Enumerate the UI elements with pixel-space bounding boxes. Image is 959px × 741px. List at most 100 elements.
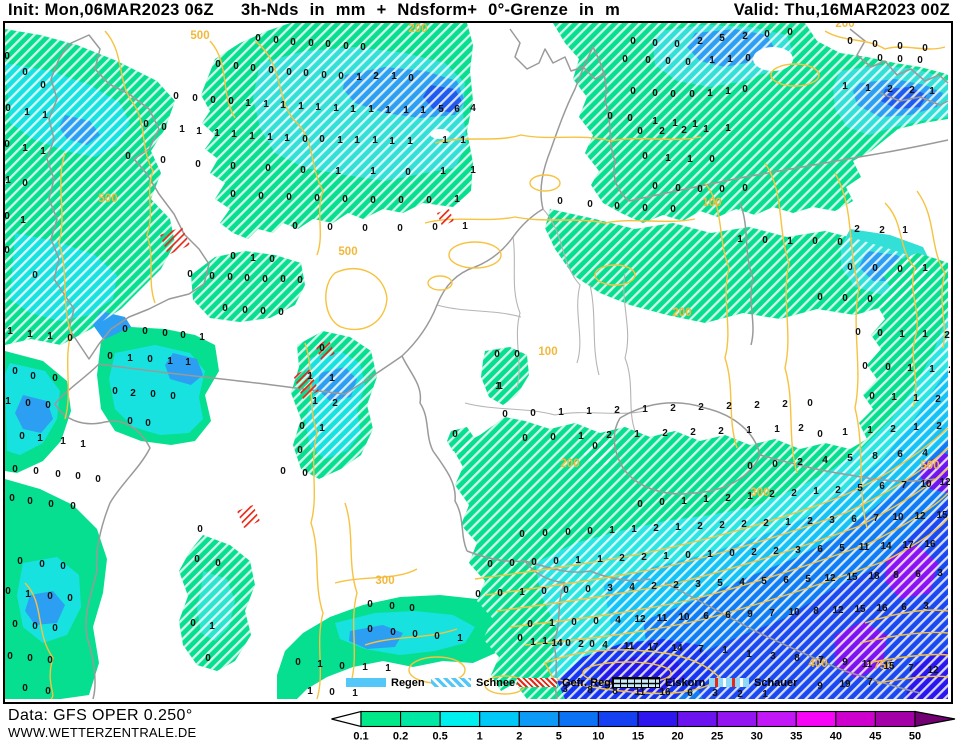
- precip-value: 7: [873, 513, 879, 524]
- precip-value: 0: [514, 349, 520, 360]
- precip-value: 4: [922, 448, 928, 459]
- precip-value: 0: [593, 616, 599, 627]
- precip-value: 1: [385, 105, 391, 116]
- precip-value: 1: [929, 86, 935, 97]
- precip-value: 0: [286, 192, 292, 203]
- precip-value: 4: [602, 640, 608, 651]
- precip-value: 0: [922, 43, 928, 54]
- colorbar-tick: 40: [830, 731, 842, 741]
- precip-value: 0: [280, 274, 286, 285]
- precip-value: 1: [891, 392, 897, 403]
- precip-value: 0: [362, 223, 368, 234]
- precip-value: 0: [265, 163, 271, 174]
- contour-label: 500: [920, 460, 939, 472]
- colorbar-tick: 25: [711, 731, 723, 741]
- precip-value: 0: [817, 292, 823, 303]
- precip-value: 0: [308, 38, 314, 49]
- precip-value: 0: [268, 65, 274, 76]
- precip-value: 0: [75, 471, 81, 482]
- precip-value: 2: [725, 493, 731, 504]
- precip-value: 0: [637, 499, 643, 510]
- precip-value: 2: [651, 581, 657, 592]
- precip-value: 0: [747, 461, 753, 472]
- colorbar-segment: [479, 710, 520, 728]
- precip-value: 2: [742, 31, 748, 42]
- precip-value: 1: [25, 589, 31, 600]
- precip-value: 5: [761, 576, 767, 587]
- precip-value: 1: [362, 662, 368, 673]
- precip-value: 16: [876, 603, 888, 614]
- precip-value: 6: [915, 569, 921, 580]
- colorbar-segment: [400, 710, 441, 728]
- precip-value: 0: [670, 204, 676, 215]
- precip-value: 1: [317, 659, 323, 670]
- precip-value: 0: [327, 222, 333, 233]
- contour-label: 200: [408, 23, 427, 35]
- precip-value: 7: [698, 644, 704, 655]
- precip-value: 0: [772, 459, 778, 470]
- colorbar-segment: [360, 710, 402, 728]
- precip-value: 3: [795, 545, 801, 556]
- precip-value: 1: [675, 522, 681, 533]
- precip-value: 1: [80, 439, 86, 450]
- precip-value: 0: [295, 657, 301, 668]
- precip-value: 0: [389, 601, 395, 612]
- map-title: 3h-Nds in mm + Ndsform+ 0°-Grenze in m: [241, 1, 621, 19]
- precip-value: 1: [5, 396, 11, 407]
- precip-value: 0: [299, 421, 305, 432]
- precip-value: 2: [741, 519, 747, 530]
- precip-value: 0: [339, 661, 345, 672]
- precip-value: 1: [454, 194, 460, 205]
- precip-value: 0: [209, 271, 215, 282]
- colorbar-arrow: [331, 710, 362, 728]
- precip-value: 0: [5, 211, 10, 222]
- precip-value: 0: [807, 398, 813, 409]
- precip-value: 1: [813, 486, 819, 497]
- precip-value: 0: [127, 416, 133, 427]
- precip-value: 2: [944, 330, 950, 341]
- precip-value: 2: [935, 394, 941, 405]
- precip-value: 0: [67, 593, 73, 604]
- precip-value: 0: [742, 84, 748, 95]
- precip-value: 1: [22, 143, 28, 154]
- precip-value: 1: [245, 98, 251, 109]
- colorbar-segment: [558, 710, 599, 728]
- precip-value: 5: [717, 578, 723, 589]
- precip-value: 0: [432, 222, 438, 233]
- precip-value: 0: [637, 126, 643, 137]
- precip-value: 7: [769, 608, 775, 619]
- precip-value: 15: [883, 661, 895, 672]
- precip-value: 0: [290, 37, 296, 48]
- precip-value: 1: [867, 425, 873, 436]
- precip-value: 2: [909, 85, 915, 96]
- precip-value: 0: [659, 497, 665, 508]
- precip-value: 8: [587, 685, 593, 696]
- precip-value: 0: [33, 466, 39, 477]
- precip-value: 1: [842, 81, 848, 92]
- precip-value: 0: [502, 409, 508, 420]
- precip-value: 0: [187, 269, 193, 280]
- legend-swatch-snow-icon: [431, 678, 471, 688]
- precip-value: 1: [462, 221, 468, 232]
- precip-value: 0: [300, 165, 306, 176]
- precip-value: 6: [687, 688, 693, 699]
- precip-value: 19: [839, 679, 851, 690]
- contour-label: 100: [538, 346, 557, 358]
- precip-value: 0: [509, 558, 515, 569]
- precip-value: 0: [642, 151, 648, 162]
- precip-value: 8: [872, 451, 878, 462]
- precip-value: 1: [333, 103, 339, 114]
- precip-value: 10: [788, 607, 800, 618]
- precip-value: 0: [302, 468, 308, 479]
- precip-value: 0: [9, 493, 15, 504]
- precip-value: 2: [751, 547, 757, 558]
- precip-value: 2: [659, 126, 665, 137]
- precip-value: 0: [242, 305, 248, 316]
- precip-value: 0: [812, 236, 818, 247]
- legend-swatch-solid-icon: [346, 678, 386, 688]
- precip-value: 0: [329, 687, 335, 698]
- precip-value: 0: [70, 501, 76, 512]
- precip-value: 5: [839, 543, 845, 554]
- precip-value: 1: [7, 326, 13, 337]
- precip-value: 2: [936, 421, 942, 432]
